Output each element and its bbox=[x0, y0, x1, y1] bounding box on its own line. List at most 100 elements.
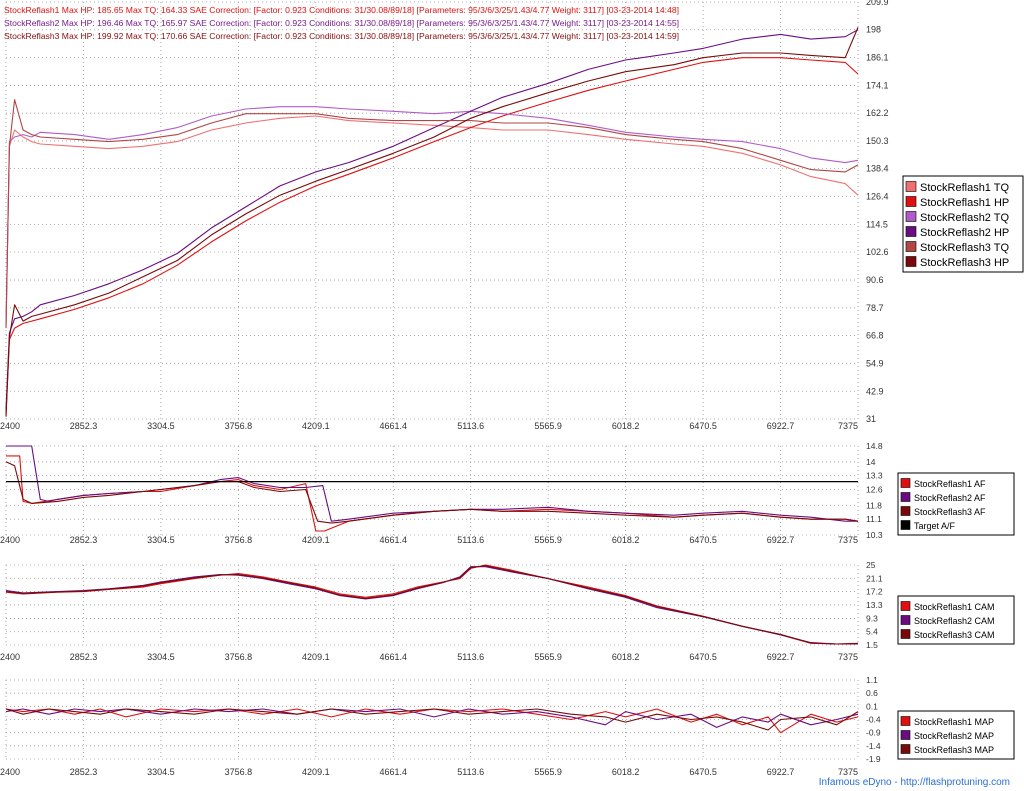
x-tick-label: 2852.3 bbox=[70, 652, 98, 662]
run-summary-line-2: StockReflash2 Max HP: 196.46 Max TQ: 165… bbox=[4, 18, 679, 28]
legend-swatch bbox=[900, 478, 911, 488]
x-tick-label: 6470.5 bbox=[689, 767, 717, 777]
legend: StockReflash1 TQ StockReflash1 HP StockRef… bbox=[902, 175, 1024, 273]
y-tick-label: 66.8 bbox=[866, 331, 884, 341]
legend-label: StockReflash2 HP bbox=[920, 227, 1009, 239]
x-tick-label: 5565.9 bbox=[534, 767, 562, 777]
x-tick-label: 6922.7 bbox=[767, 535, 795, 545]
legend-label: StockReflash1 AF bbox=[914, 479, 986, 489]
y-tick-label: 10.3 bbox=[866, 530, 883, 540]
x-tick-label: 6470.5 bbox=[689, 652, 717, 662]
x-tick-label: 3304.5 bbox=[147, 652, 175, 662]
x-tick-label: 6922.7 bbox=[767, 421, 795, 431]
y-tick-label: -1.9 bbox=[866, 754, 881, 764]
series-line-stockreflash3-cam bbox=[5, 565, 859, 645]
legend-swatch bbox=[900, 492, 911, 502]
x-tick-label: 4209.1 bbox=[302, 652, 330, 662]
series-line-stockreflash2-af bbox=[6, 445, 858, 522]
legend-swatch bbox=[900, 615, 911, 625]
series-line-stockreflash3-af bbox=[5, 461, 859, 524]
power-torque-panel: 31 42.9 54.9 66.8 78.7 90.6 102.6 114.5 126.4 138… bbox=[0, 0, 1024, 431]
x-tick-label: 5113.6 bbox=[457, 535, 484, 545]
y-tick-label: 150.3 bbox=[866, 136, 889, 146]
y-tick-label: 138.4 bbox=[866, 164, 889, 174]
x-tick-label: 4209.1 bbox=[302, 767, 330, 777]
y-tick-label: 0.6 bbox=[866, 688, 878, 698]
y-tick-label: 1.5 bbox=[866, 640, 878, 650]
y-tick-label: -0.4 bbox=[866, 715, 881, 725]
y-tick-label: 198 bbox=[866, 25, 881, 35]
series-line-stockreflash3-hp bbox=[5, 27, 859, 417]
legend-label: StockReflash1 MAP bbox=[914, 717, 994, 727]
x-tick-label: 5565.9 bbox=[534, 535, 562, 545]
x-tick-label: 7375 bbox=[838, 652, 858, 662]
series-line-stockreflash3-tq bbox=[5, 99, 859, 329]
y-tick-label: 9.3 bbox=[866, 613, 878, 623]
series-line-stockreflash3-map bbox=[5, 708, 859, 731]
legend-label: StockReflash3 TQ bbox=[920, 242, 1010, 254]
legend-label: StockReflash2 MAP bbox=[914, 731, 994, 741]
y-tick-label: 13.3 bbox=[866, 471, 883, 481]
y-tick-label: -1.4 bbox=[866, 741, 881, 751]
x-tick-label: 3304.5 bbox=[147, 535, 175, 545]
series-line-stockreflash2-hp bbox=[5, 29, 859, 410]
legend-label: StockReflash3 CAM bbox=[914, 630, 995, 640]
legend-label: StockReflash3 AF bbox=[914, 507, 986, 517]
y-tick-label: 78.7 bbox=[866, 303, 884, 313]
x-tick-label: 2852.3 bbox=[70, 535, 98, 545]
legend-label: Target A/F bbox=[914, 521, 956, 531]
y-tick-label: 209.9 bbox=[866, 0, 889, 7]
y-tick-label: 13.3 bbox=[866, 600, 883, 610]
y-tick-label: 11.1 bbox=[866, 514, 882, 524]
legend-swatch bbox=[900, 744, 911, 754]
legend-frame bbox=[897, 472, 1015, 536]
x-tick-label: 3756.8 bbox=[225, 421, 253, 431]
legend-label: StockReflash1 HP bbox=[920, 197, 1009, 209]
y-tick-label: 102.6 bbox=[866, 247, 889, 257]
legend-swatch bbox=[900, 716, 911, 726]
y-tick-label: 12.6 bbox=[866, 485, 883, 495]
footer-credit: Infamous eDyno - http://flashprotuning.c… bbox=[818, 777, 1010, 788]
y-tick-label: 174.1 bbox=[866, 80, 889, 90]
legend: StockReflash1 CAM StockReflash2 CAM StockR… bbox=[897, 595, 1015, 645]
legend-swatch bbox=[905, 226, 917, 237]
y-tick-label: 1.1 bbox=[866, 675, 878, 685]
x-tick-label: 2852.3 bbox=[70, 767, 98, 777]
legend-label: StockReflash3 MAP bbox=[914, 745, 994, 755]
x-tick-label: 5113.6 bbox=[457, 652, 484, 662]
x-tick-label: 2852.3 bbox=[70, 421, 98, 431]
x-tick-label: 6018.2 bbox=[612, 767, 640, 777]
y-tick-label: 11.8 bbox=[866, 500, 882, 510]
legend: StockReflash1 MAP StockReflash2 MAP StockR… bbox=[897, 710, 1015, 760]
x-tick-label: 2400 bbox=[0, 421, 20, 431]
x-tick-label: 7375 bbox=[838, 421, 858, 431]
x-tick-label: 3756.8 bbox=[225, 535, 253, 545]
legend-label: StockReflash3 HP bbox=[920, 257, 1009, 269]
x-tick-label: 4209.1 bbox=[302, 535, 330, 545]
series-line-stockreflash1-map bbox=[5, 708, 859, 734]
x-tick-label: 5113.6 bbox=[457, 767, 484, 777]
x-tick-label: 2400 bbox=[0, 767, 20, 777]
legend-swatch bbox=[905, 196, 917, 207]
legend-label: StockReflash2 AF bbox=[914, 493, 986, 503]
x-tick-label: 2400 bbox=[0, 652, 20, 662]
legend-swatch bbox=[905, 241, 917, 252]
x-tick-label: 3304.5 bbox=[147, 421, 175, 431]
x-tick-label: 4209.1 bbox=[302, 421, 330, 431]
x-tick-label: 6018.2 bbox=[612, 652, 640, 662]
x-tick-label: 5113.6 bbox=[457, 421, 484, 431]
y-tick-label: 114.5 bbox=[866, 219, 888, 229]
x-tick-label: 5565.9 bbox=[534, 652, 562, 662]
map-panel: -1.9 -1.4 -0.9 -0.4 0.1 0.6 1.1 2400 2852.3 3304.… bbox=[0, 675, 1015, 777]
x-tick-label: 3304.5 bbox=[147, 767, 175, 777]
series-line-stockreflash1-tq bbox=[5, 115, 859, 324]
series-line-stockreflash2-tq bbox=[5, 106, 859, 329]
legend-label: StockReflash2 CAM bbox=[914, 616, 995, 626]
x-tick-label: 4661.4 bbox=[380, 652, 408, 662]
legend-frame bbox=[902, 175, 1024, 273]
y-tick-label: 54.9 bbox=[866, 358, 884, 368]
x-tick-label: 4661.4 bbox=[380, 421, 408, 431]
x-tick-label: 7375 bbox=[838, 535, 858, 545]
x-tick-label: 7375 bbox=[838, 767, 858, 777]
